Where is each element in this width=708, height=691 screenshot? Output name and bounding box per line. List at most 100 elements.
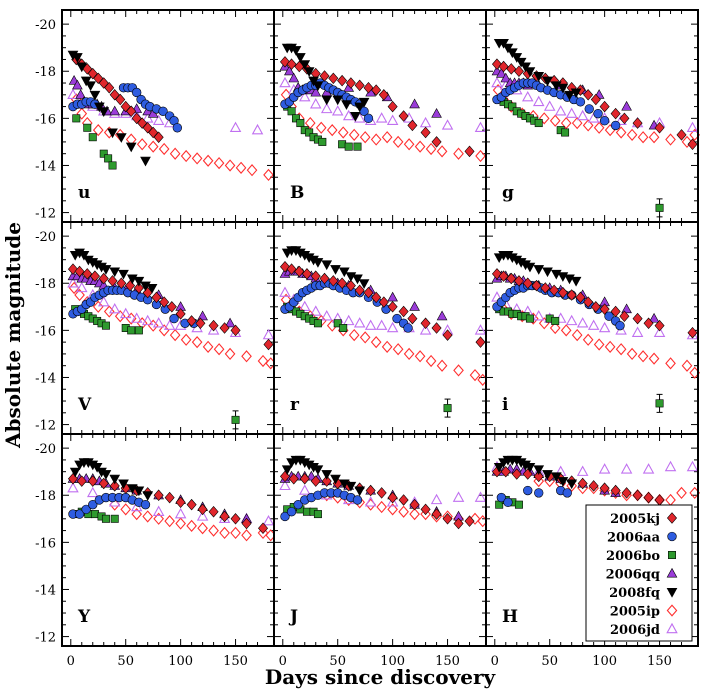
point-2005kj — [431, 322, 442, 334]
point-2005kj — [301, 268, 312, 280]
point-2005kj — [506, 63, 517, 75]
point-2005kj — [279, 261, 290, 273]
point-2005ip — [103, 305, 115, 318]
point-2005kj — [540, 282, 551, 294]
point-2008fq — [312, 81, 324, 92]
point-2005ip — [420, 507, 431, 521]
point-2005ip — [76, 107, 88, 120]
point-2005kj — [599, 482, 610, 494]
point-2008fq — [109, 474, 121, 485]
legend-marker — [668, 551, 676, 559]
point-2005ip — [92, 300, 104, 313]
series-2005ip — [109, 498, 277, 542]
panel-r: r — [273, 221, 489, 435]
point-2005kj — [599, 303, 610, 315]
point-2005kj — [590, 93, 601, 106]
point-2008fq — [140, 156, 151, 167]
point-2008fq — [524, 462, 536, 473]
point-2008fq — [109, 267, 121, 278]
point-2008fq — [332, 95, 344, 106]
point-2006bo — [72, 114, 81, 123]
x-tick-label: 0 — [279, 654, 287, 669]
point-2005ip — [120, 503, 132, 516]
point-2008fq — [550, 472, 562, 483]
series-2005kj — [279, 470, 475, 530]
point-2005ip — [359, 131, 371, 144]
band-label: J — [288, 607, 298, 627]
point-2006jd — [576, 109, 589, 121]
legend-label: 2006bo — [606, 549, 660, 564]
point-2005kj — [522, 277, 533, 289]
point-2005ip — [392, 343, 404, 356]
series-2008fq — [493, 38, 582, 101]
legend-marker — [666, 588, 678, 598]
point-2005ip — [637, 350, 649, 363]
point-2006jd — [532, 95, 545, 107]
point-2005ip — [593, 338, 605, 351]
point-2006aa — [158, 106, 168, 116]
series-2008fq — [69, 248, 158, 294]
point-2005kj — [82, 268, 93, 280]
point-2005ip — [348, 328, 360, 342]
point-2005kj — [153, 131, 164, 143]
point-2006jd — [386, 321, 399, 333]
point-2006qq — [72, 79, 83, 90]
point-2005kj — [533, 470, 544, 483]
y-tick-label: -14 — [35, 583, 56, 598]
point-2008fq — [321, 95, 333, 106]
point-2005kj — [376, 487, 387, 499]
point-2008fq — [100, 265, 112, 275]
point-2005kj — [676, 129, 687, 141]
point-2005ip — [582, 119, 594, 132]
point-2008fq — [533, 265, 545, 275]
point-2005kj — [687, 326, 698, 339]
legend-marker — [667, 512, 677, 524]
point-2005kj — [133, 282, 144, 294]
point-2008fq — [281, 465, 293, 476]
point-2006jd — [543, 100, 556, 111]
point-2005kj — [431, 136, 442, 148]
point-2006bo — [104, 154, 113, 163]
band-label: r — [290, 395, 300, 415]
point-2005kj — [407, 119, 418, 132]
point-2005ip — [387, 503, 398, 516]
panel-V: V — [61, 221, 277, 435]
point-2006jd — [67, 277, 79, 288]
legend-marker — [666, 567, 678, 578]
series-2006jd — [491, 460, 699, 476]
panel-frame — [485, 433, 699, 647]
panel-B: B — [273, 9, 487, 223]
legend-entry-2006qq: 2006qq — [606, 567, 678, 583]
point-2008fq — [570, 88, 582, 99]
point-2006jd — [386, 114, 399, 125]
point-2005kj — [498, 270, 509, 282]
point-2005ip — [213, 156, 225, 170]
point-2006bo — [88, 133, 97, 142]
point-2005kj — [294, 265, 305, 278]
point-2008fq — [321, 470, 333, 480]
point-2006jd — [686, 460, 699, 472]
point-2005kj — [89, 270, 100, 282]
x-axis-title: Days since discovery — [265, 665, 497, 689]
point-2005kj — [98, 477, 109, 490]
point-2008fq — [98, 107, 110, 117]
point-2006qq — [648, 312, 660, 323]
point-2005kj — [643, 317, 654, 330]
band-label: g — [502, 183, 514, 203]
point-2005kj — [365, 484, 376, 497]
point-2005kj — [378, 296, 389, 308]
point-2006aa — [599, 116, 610, 126]
point-2005ip — [626, 128, 638, 141]
point-2005kj — [337, 74, 348, 87]
point-2005kj — [588, 480, 599, 492]
y-tick-label: -18 — [35, 489, 56, 504]
point-2006qq — [409, 98, 420, 109]
point-2005kj — [93, 72, 104, 85]
panel-background — [486, 222, 698, 434]
point-2005kj — [522, 468, 533, 480]
series-2005ip — [68, 281, 277, 370]
point-2006aa — [584, 104, 594, 114]
x-tick-label: 0 — [491, 654, 499, 669]
point-2005kj — [230, 324, 241, 337]
point-2008fq — [76, 62, 88, 73]
